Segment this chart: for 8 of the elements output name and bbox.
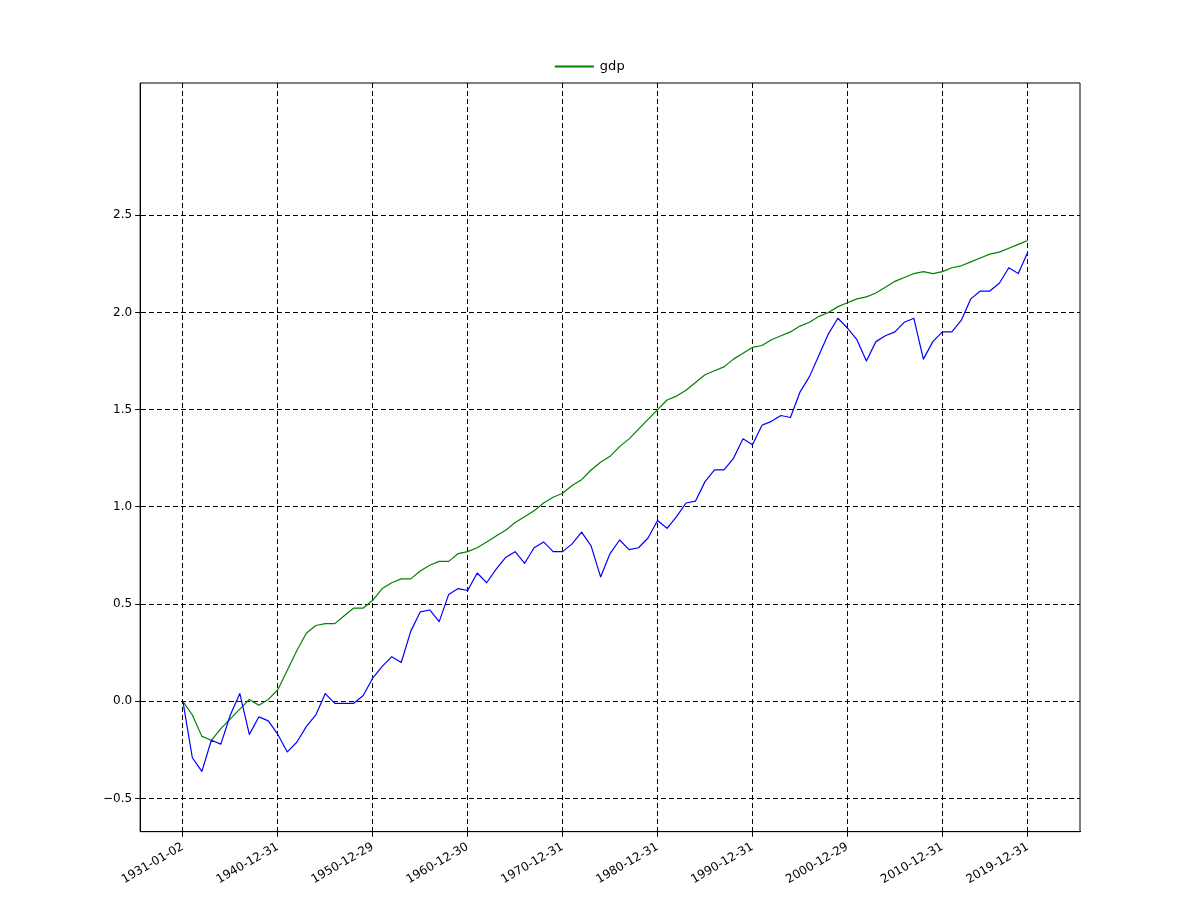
y-tick-label: 1.0 (113, 499, 133, 514)
y-tick-label: 2.5 (113, 207, 133, 222)
y-tick-label: 2.0 (113, 304, 133, 319)
y-tick-label: 0.5 (113, 596, 133, 611)
legend-label: gdp (599, 57, 625, 73)
y-tick-label: −0.5 (103, 790, 133, 805)
y-tick-label: 0.0 (113, 693, 133, 708)
y-tick-label: 1.5 (113, 401, 133, 416)
